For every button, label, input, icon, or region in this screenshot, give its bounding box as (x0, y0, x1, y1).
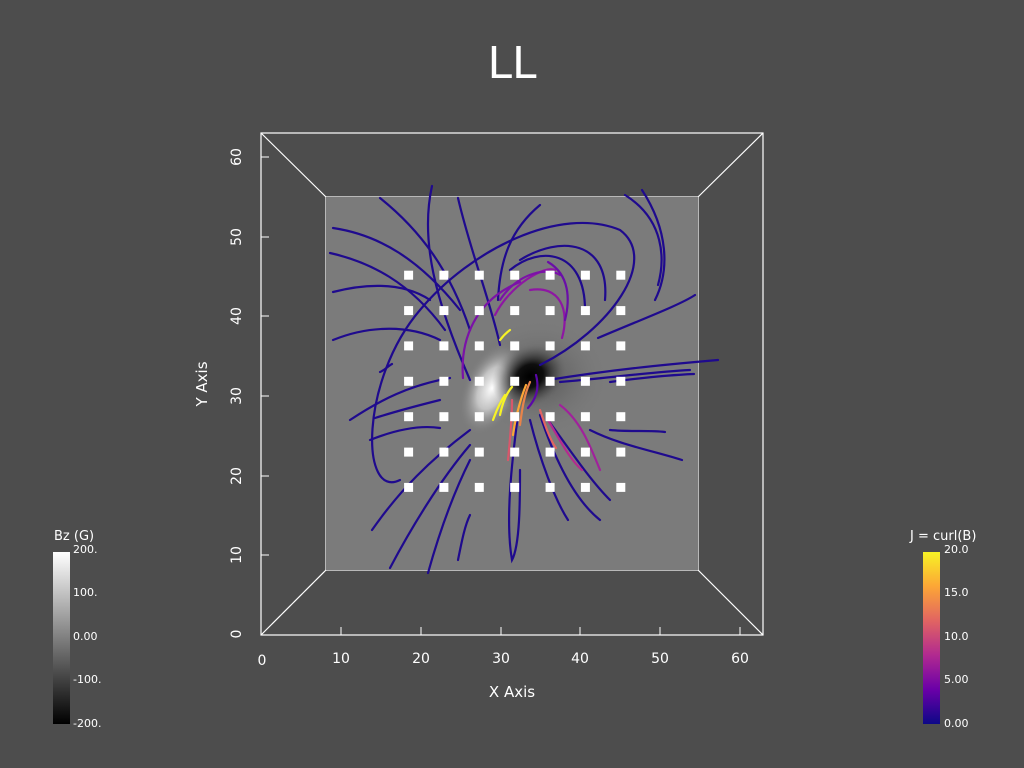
seed-marker (510, 482, 520, 492)
j-colorbar-tick: 20.0 (944, 543, 969, 556)
j-colorbar-gradient (923, 552, 940, 724)
seed-marker (510, 306, 520, 316)
seed-marker (474, 376, 484, 386)
seed-marker (616, 482, 626, 492)
z-axis-ticks (271, 571, 325, 625)
x-tick-labels: 0 10 20 30 40 50 60 (258, 651, 749, 669)
seed-marker (545, 306, 555, 316)
seed-marker (616, 447, 626, 457)
seed-marker (404, 270, 414, 280)
x-tick-label: 40 (571, 651, 589, 667)
y-tick-label: 60 (229, 148, 245, 166)
seed-marker (474, 412, 484, 422)
seed-marker (616, 376, 626, 386)
seed-marker (545, 270, 555, 280)
seed-marker (580, 412, 590, 422)
plot-title: LL (487, 38, 537, 89)
y-tick-labels: 0 10 20 30 40 50 60 (229, 148, 245, 638)
seed-marker (580, 341, 590, 351)
y-tick-label: 40 (229, 307, 245, 325)
j-colorbar-tick: 5.00 (944, 673, 969, 686)
bz-colorbar-tick: 0.00 (73, 630, 98, 643)
seed-marker (510, 376, 520, 386)
x-axis (340, 627, 741, 635)
seed-marker (510, 447, 520, 457)
seed-marker (439, 306, 449, 316)
y-tick-label: 10 (229, 546, 245, 564)
y-tick-label: 50 (229, 228, 245, 246)
seed-marker (545, 447, 555, 457)
seed-marker (616, 270, 626, 280)
seed-marker (580, 376, 590, 386)
seed-marker (580, 482, 590, 492)
x-axis-title: X Axis (489, 683, 535, 701)
bz-colorbar-tick: -200. (73, 717, 102, 730)
seed-marker (580, 447, 590, 457)
seed-marker (439, 376, 449, 386)
bz-slice (326, 197, 698, 570)
seed-marker (404, 447, 414, 457)
seed-marker (439, 482, 449, 492)
seed-marker (404, 306, 414, 316)
x-tick-label: 0 (258, 653, 267, 669)
seed-marker (545, 376, 555, 386)
bz-colorbar-label: Bz (G) (54, 529, 95, 544)
seed-marker (439, 270, 449, 280)
seed-marker (616, 306, 626, 316)
seed-marker (474, 306, 484, 316)
y-tick-label: 30 (229, 387, 245, 405)
x-tick-label: 50 (651, 651, 669, 667)
seed-marker (580, 270, 590, 280)
field-lines (328, 184, 720, 575)
bz-colorbar-gradient (53, 552, 70, 724)
negative-pole (491, 341, 569, 411)
bz-colorbar-tick: 100. (73, 586, 98, 599)
seed-marker (510, 270, 520, 280)
j-colorbar-tick: 10.0 (944, 630, 969, 643)
x-tick-label: 20 (412, 651, 430, 667)
seed-marker (404, 412, 414, 422)
seed-marker (404, 376, 414, 386)
seed-marker (474, 341, 484, 351)
y-axis-title: Y Axis (193, 361, 211, 407)
seed-marker (474, 270, 484, 280)
y-axis (261, 156, 269, 556)
j-colorbar-label: J = curl(B) (910, 529, 977, 544)
seed-marker (404, 341, 414, 351)
x-tick-label: 10 (332, 651, 350, 667)
seed-marker (616, 341, 626, 351)
bz-colorbar-tick: -100. (73, 673, 102, 686)
seed-marker (545, 341, 555, 351)
seed-marker (439, 341, 449, 351)
seed-marker (545, 412, 555, 422)
seed-points (404, 270, 626, 492)
seed-marker (545, 482, 555, 492)
j-colorbar-tick: 15.0 (944, 586, 969, 599)
seed-marker (510, 341, 520, 351)
seed-marker (580, 306, 590, 316)
seed-marker (439, 447, 449, 457)
seed-marker (474, 447, 484, 457)
seed-marker (510, 412, 520, 422)
x-tick-label: 30 (492, 651, 510, 667)
seed-marker (439, 412, 449, 422)
y-tick-label: 20 (229, 467, 245, 485)
seed-marker (474, 482, 484, 492)
x-tick-label: 60 (731, 651, 749, 667)
y-tick-label: 0 (229, 630, 245, 639)
j-colorbar-tick: 0.00 (944, 717, 969, 730)
bz-colorbar-tick: 200. (73, 543, 98, 556)
seed-marker (616, 412, 626, 422)
seed-marker (404, 482, 414, 492)
